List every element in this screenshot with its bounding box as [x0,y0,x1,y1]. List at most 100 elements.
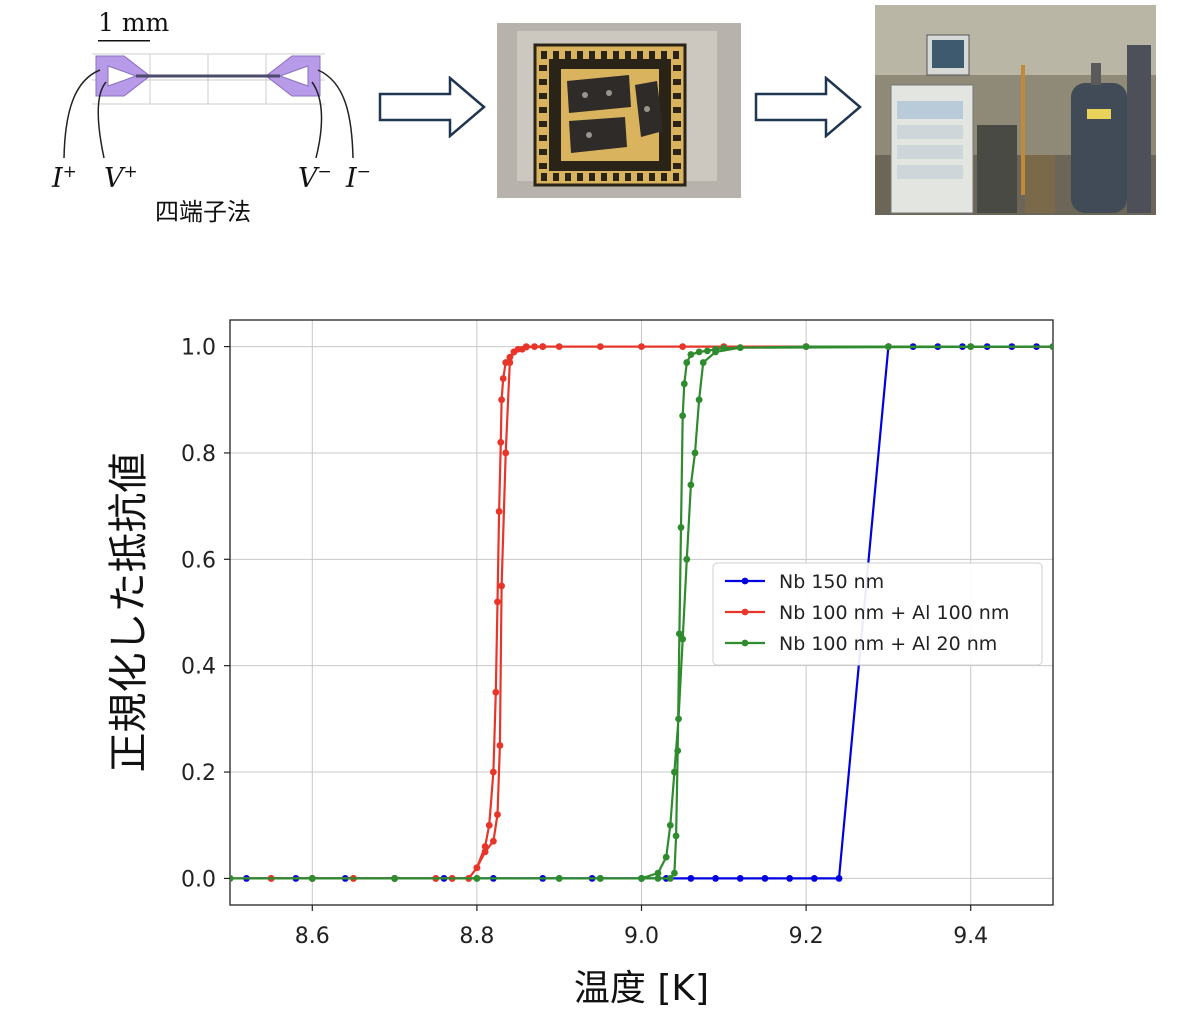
legend-item: Nb 150 nm [725,571,884,593]
legend-item: Nb 100 nm + Al 100 nm [725,602,1009,624]
data-point [703,347,711,355]
data-point [496,742,504,749]
data-point [687,481,695,489]
data-point [672,832,680,840]
data-point [498,396,505,404]
x-tick-label: 9.4 [953,924,988,949]
data-point [679,635,687,643]
measurement-apparatus-photo [875,5,1156,215]
scale-bar-label: 1 mm [98,8,170,37]
data-point [677,524,685,531]
data-point [499,375,507,382]
data-point [539,343,547,350]
data-point [671,768,678,776]
series-layer [230,343,1053,882]
terminal-v-minus: V− [298,162,332,194]
y-tick-label: 0.4 [181,655,216,680]
legend-label: Nb 100 nm + Al 20 nm [779,633,997,655]
series-3 [230,343,1053,882]
data-point [473,864,481,872]
terminal-v-plus: V+ [104,162,138,194]
data-point [510,348,518,356]
data-point [786,875,794,882]
data-point [498,582,505,590]
data-point [654,869,662,877]
data-point [481,848,489,856]
data-point [810,875,818,882]
data-point [679,343,687,350]
x-axis-label: 温度 [K] [574,968,709,1009]
data-point [481,843,489,850]
data-point [473,875,481,882]
data-point [712,348,719,356]
data-point [675,715,682,723]
data-point [489,837,497,845]
arrow-right-icon [754,76,862,138]
data-point [666,821,674,829]
data-point [494,811,501,818]
data-point [662,853,670,861]
x-tick-label: 9.2 [789,924,824,949]
data-point [680,380,688,388]
data-point [736,875,744,882]
legend-label: Nb 100 nm + Al 100 nm [779,602,1009,624]
data-point [683,359,691,366]
y-tick-label: 0.8 [181,442,216,467]
data-point [712,875,719,882]
data-point [502,449,510,457]
data-point [666,875,674,882]
data-point [506,359,514,366]
data-point [596,875,604,882]
legend-marker [741,577,749,585]
data-point [494,598,501,606]
data-point [555,875,563,882]
data-point [638,875,645,882]
legend-item: Nb 100 nm + Al 20 nm [725,633,997,655]
data-point [691,449,699,457]
data-point [489,768,497,776]
data-point [675,630,683,638]
x-tick-label: 8.8 [459,924,494,949]
legend: Nb 150 nm Nb 100 nm + Al 100 nm Nb 100 nm … [712,562,1043,666]
terminal-i-minus: I− [346,162,371,194]
ticks: 8.6 8.8 9.0 9.2 9.4 0.0 0.2 0.4 0.6 0.8 1.0 [181,336,988,949]
data-point [671,869,678,877]
data-point [885,343,892,350]
legend-label: Nb 150 nm [779,571,884,593]
data-point [695,396,703,404]
data-point [485,821,493,829]
sample-chip-photo [497,23,741,198]
data-point [492,688,500,696]
x-tick-label: 8.6 [295,924,330,949]
data-point [679,412,687,420]
data-point [506,353,514,361]
data-point [497,438,505,446]
terminal-i-plus: I+ [52,162,77,194]
data-point [967,343,975,350]
legend-marker [741,639,749,647]
x-tick-label: 9.0 [624,924,659,949]
y-axis-label: 正規化した抵抗値 [106,453,152,773]
data-point [495,508,503,515]
four-terminal-diagram [63,40,354,159]
y-tick-label: 0.6 [181,548,216,573]
data-point [683,555,691,563]
data-point [687,351,695,358]
data-point [308,875,316,882]
data-point [230,875,234,882]
data-point [761,875,769,882]
legend-marker [741,608,749,616]
data-point [596,343,604,350]
data-point [555,343,563,350]
data-point [835,875,843,882]
y-tick-label: 0.0 [181,867,216,892]
data-point [1049,343,1053,350]
data-point [699,359,707,366]
method-label: 四端子法 [155,198,251,226]
data-point [736,344,744,352]
y-tick-label: 0.2 [181,761,216,786]
data-point [720,344,728,352]
y-tick-label: 1.0 [181,336,216,361]
data-point [531,343,538,350]
